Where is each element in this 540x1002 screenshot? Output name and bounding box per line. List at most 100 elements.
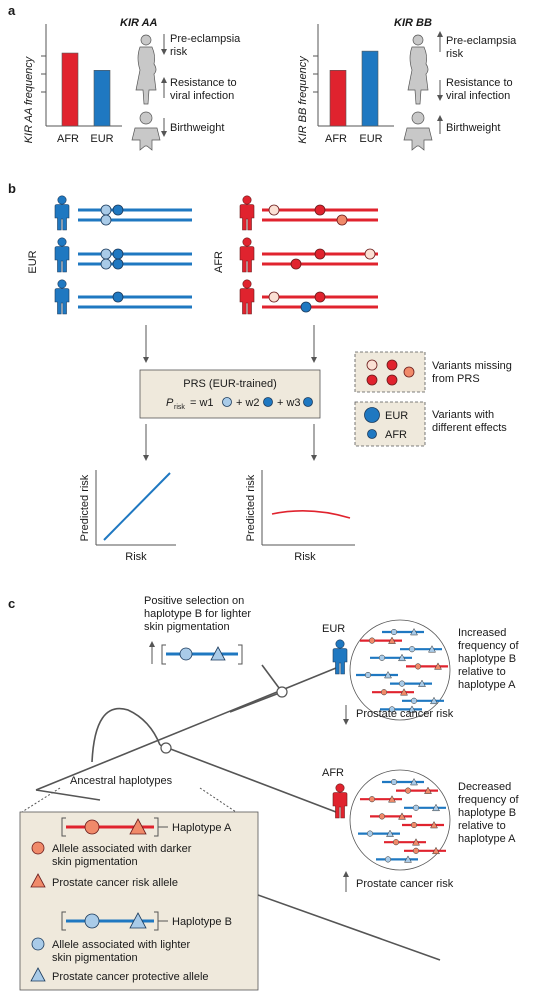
afr-variants: [268, 204, 376, 313]
pool-allele-triangle: [430, 696, 438, 705]
light-allele-icon: [31, 937, 45, 951]
afr-group-label: AFR: [213, 251, 225, 273]
kir-aa-cat-afr: AFR: [57, 133, 79, 145]
legend-different-b: different effects: [432, 422, 507, 434]
prs-variant-2: [263, 397, 273, 407]
prs-term-2: + w2: [236, 397, 260, 409]
pool-allele-circle: [410, 697, 418, 704]
haplotype-a-label: Haplotype A: [172, 822, 232, 834]
svg-text:relative to: relative to: [458, 820, 506, 832]
kir-bb-title: KIR BB: [394, 17, 432, 29]
legend-risk-text: Prostate cancer risk allele: [52, 877, 178, 889]
panel-c-letter: c: [8, 596, 15, 611]
pool-allele-triangle: [398, 653, 406, 662]
kir-bb-notes: Pre-eclampsia risk Resistance to viral i…: [437, 31, 517, 134]
legend-missing-a: Variants missing: [432, 360, 512, 372]
pool-allele-triangle: [424, 786, 432, 794]
kir-aa-note-1a: Pre-eclampsia: [170, 33, 241, 45]
pool-allele-circle: [408, 646, 416, 653]
afr-risk-line: [271, 510, 351, 519]
selection-text: Positive selection on haplotype B for li…: [144, 595, 251, 633]
svg-text:skin pigmentation: skin pigmentation: [52, 856, 138, 868]
kir-bb-cat-afr: AFR: [325, 133, 347, 145]
svg-text:Decreased: Decreased: [458, 781, 511, 793]
pool-allele-circle: [368, 637, 376, 644]
pool-allele-circle: [364, 671, 372, 679]
pool-allele-circle: [378, 813, 386, 820]
pool-allele-circle: [404, 787, 412, 794]
svg-text:frequency of: frequency of: [458, 794, 519, 806]
svg-text:Positive selection on: Positive selection on: [144, 595, 244, 607]
prs-box: PRS (EUR-trained) P risk = w1 + w2 + w3: [139, 369, 321, 419]
svg-text:frequency of: frequency of: [458, 640, 519, 652]
legend-different: EUR AFR Variants with different effects: [354, 401, 507, 447]
eur-note: Increased frequency of haplotype B relat…: [458, 627, 519, 691]
pool-allele-triangle: [400, 688, 408, 696]
pool-allele-triangle: [428, 645, 436, 653]
svg-text:haplotype B for lighter: haplotype B for lighter: [144, 608, 251, 620]
pool-allele-triangle: [388, 636, 396, 644]
svg-text:skin pigmentation: skin pigmentation: [52, 952, 138, 964]
kir-bb-note-2a: Resistance to: [446, 77, 513, 89]
eur-population-label: EUR: [322, 623, 345, 635]
eur-variants: [100, 204, 124, 303]
pregnant-woman-icon-left: [135, 34, 157, 105]
pool-allele-circle: [380, 689, 388, 696]
svg-text:Increased: Increased: [458, 627, 506, 639]
pool-allele-circle: [390, 628, 398, 636]
eur-haplotype-pool: [349, 619, 451, 721]
prs-term-3: + w3: [277, 397, 301, 409]
eur-plot-xlabel: Risk: [125, 551, 147, 563]
kir-aa-note-3: Birthweight: [170, 122, 224, 134]
prs-variant-1: [222, 397, 232, 407]
pool-allele-triangle: [386, 829, 394, 837]
eur-risk-line: [103, 472, 171, 541]
afr-plot-ylabel: Predicted risk: [245, 474, 257, 541]
haplotype-b-label: Haplotype B: [172, 916, 232, 928]
kir-aa-chart: KIR AA frequency AFR EUR: [23, 24, 122, 145]
legend-missing: Variants missing from PRS: [354, 351, 512, 393]
pool-allele-circle: [412, 804, 420, 811]
kir-aa-title: KIR AA: [120, 17, 158, 29]
prs-title: PRS (EUR-trained): [183, 378, 277, 390]
prs-sub: risk: [174, 404, 185, 411]
prs-variant-3: [303, 397, 313, 407]
kir-aa-note-2b: viral infection: [170, 90, 234, 102]
legend-different-a: Variants with: [432, 409, 494, 421]
kir-aa-bar-afr: [61, 52, 79, 127]
kir-aa-note-1b: risk: [170, 46, 188, 58]
legend-missing-b: from PRS: [432, 373, 480, 385]
eur-risk-text: Prostate cancer risk: [356, 708, 454, 720]
svg-text:Allele associated with darker: Allele associated with darker: [52, 843, 192, 855]
kir-aa-notes: Pre-eclampsia risk Resistance to viral i…: [161, 33, 241, 137]
eur-people: [54, 195, 70, 315]
kir-aa-ylabel: KIR AA frequency: [23, 55, 35, 143]
eur-plot-ylabel: Predicted risk: [79, 474, 91, 541]
kir-bb-bar-afr: [329, 70, 347, 127]
pool-allele-triangle: [418, 679, 426, 687]
risk-allele-icon: [30, 873, 46, 888]
kir-bb-bar-eur: [361, 50, 379, 127]
afr-person-c: [332, 783, 348, 819]
pool-allele-triangle: [398, 812, 406, 820]
legend-afr: AFR: [385, 429, 407, 441]
haplotype-legend: Haplotype A Allele associated with darke…: [19, 811, 259, 991]
pool-allele-triangle: [410, 777, 418, 786]
afr-people: [239, 195, 255, 315]
svg-text:Allele associated with lighter: Allele associated with lighter: [52, 939, 191, 951]
afr-population-label: AFR: [322, 767, 344, 779]
pool-allele-circle: [378, 654, 386, 661]
svg-text:skin pigmentation: skin pigmentation: [144, 621, 230, 633]
pool-allele-triangle: [412, 838, 420, 846]
baby-icon-right: [403, 111, 433, 151]
pool-allele-triangle: [388, 795, 396, 803]
selection-haplotype-b: [161, 644, 243, 665]
kir-bb-ylabel: KIR BB frequency: [297, 55, 309, 144]
pool-allele-circle: [414, 663, 422, 670]
panel-a-letter: a: [8, 3, 16, 18]
afr-plot-xlabel: Risk: [294, 551, 316, 563]
kir-bb-note-1b: risk: [446, 48, 464, 60]
afr-note: Decreased frequency of haplotype B relat…: [458, 781, 519, 845]
legend-eur: EUR: [385, 410, 408, 422]
baby-icon-left: [131, 111, 161, 151]
